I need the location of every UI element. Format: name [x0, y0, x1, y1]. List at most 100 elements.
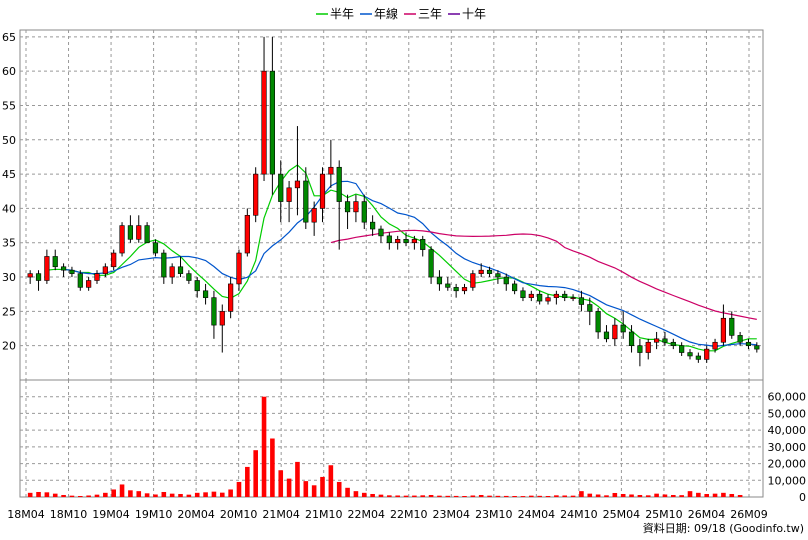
volume-tick-label: 60,000 — [768, 391, 807, 404]
price-tick-label: 30 — [2, 271, 16, 284]
x-tick-label: 22M04 — [347, 508, 385, 521]
volume-bar — [144, 493, 150, 497]
candle-body — [353, 201, 359, 213]
candle — [311, 201, 317, 236]
candle-body — [177, 266, 184, 274]
candle-body — [695, 355, 701, 360]
x-tick-label: 19M04 — [92, 508, 130, 521]
candle-body — [236, 252, 242, 285]
candle-body — [453, 287, 459, 292]
candle-body — [169, 266, 175, 278]
x-tick-label: 22M10 — [390, 508, 428, 521]
candle — [420, 235, 426, 257]
candle — [603, 325, 610, 343]
candle-body — [311, 208, 317, 223]
price-tick-label: 40 — [2, 202, 16, 215]
volume-bar — [645, 495, 651, 497]
candle-body — [102, 266, 108, 274]
candle — [754, 342, 760, 353]
candle — [695, 352, 701, 363]
candle-body — [620, 324, 626, 333]
volume-bar — [671, 494, 676, 497]
candle-body — [612, 324, 618, 340]
candle-body — [261, 70, 267, 175]
candle — [361, 194, 367, 230]
candle-body — [553, 293, 559, 298]
candle — [545, 294, 551, 305]
candle — [211, 290, 217, 339]
ma-three-year-line — [330, 229, 757, 320]
candle — [628, 325, 635, 353]
volume-bar — [336, 481, 342, 497]
volume-bar — [161, 491, 167, 497]
candle-body — [737, 335, 743, 343]
candle-body — [562, 293, 568, 298]
candle-body — [344, 201, 351, 213]
volume-bar — [662, 494, 668, 497]
candle — [219, 304, 225, 353]
volume-bar — [387, 495, 392, 497]
candle — [403, 232, 409, 247]
volume-grid — [20, 396, 763, 481]
x-tick-label: 19M10 — [135, 508, 173, 521]
volume-bar — [44, 492, 50, 497]
volume-bar — [554, 495, 559, 497]
candle-body — [712, 341, 718, 350]
candle-body — [403, 239, 409, 244]
candle-body — [512, 283, 518, 292]
candle — [386, 232, 392, 250]
candle-body — [35, 273, 42, 281]
candle-body — [370, 221, 376, 230]
candle — [495, 270, 501, 284]
volume-bar — [704, 493, 710, 497]
volume-bar — [612, 492, 618, 497]
candle-body — [161, 252, 167, 278]
x-tick-label: 25M10 — [645, 508, 683, 521]
volume-bar — [495, 495, 501, 497]
volume-bar — [211, 491, 217, 497]
candle-body — [211, 297, 217, 326]
candle — [44, 249, 50, 284]
ma-half-year-line — [46, 164, 757, 352]
price-tick-label: 25 — [2, 305, 16, 318]
volume-bar — [52, 493, 58, 497]
candle-body — [461, 287, 468, 292]
volume-bar — [119, 484, 125, 497]
volume-bar — [729, 493, 735, 497]
candle — [353, 194, 359, 223]
candle — [136, 215, 142, 243]
volume-bar — [712, 493, 718, 497]
candle — [503, 273, 509, 291]
volume-bar — [412, 495, 417, 497]
candle — [612, 318, 618, 346]
volume-bar — [445, 495, 451, 497]
candle — [294, 126, 301, 216]
candle — [578, 290, 585, 312]
volume-bar — [629, 494, 634, 497]
candle — [712, 338, 718, 353]
legend-label-1: 年線 — [374, 6, 398, 21]
volume-bar — [36, 491, 41, 497]
x-tick-label: 20M04 — [177, 508, 215, 521]
volume-bar — [378, 494, 384, 497]
candle — [253, 167, 259, 223]
candle-body — [729, 317, 735, 336]
candle — [303, 167, 309, 230]
candle-body — [578, 297, 585, 305]
candle-body — [570, 297, 576, 299]
candle — [177, 256, 184, 278]
volume-bar — [228, 489, 233, 497]
candle — [202, 283, 209, 305]
data-date-footer: 資料日期: 09/18 (Goodinfo.tw) — [643, 521, 804, 535]
price-tick-label: 55 — [2, 99, 16, 112]
volume-bar — [721, 492, 726, 497]
volume-bar — [420, 495, 426, 497]
candle-body — [428, 249, 434, 278]
volume-bar — [86, 495, 91, 497]
candle — [553, 290, 559, 305]
candle-body — [44, 256, 50, 281]
candle-body — [745, 341, 752, 346]
candle-body — [528, 293, 534, 298]
volume-bar — [153, 494, 158, 497]
volume-bar — [478, 494, 484, 497]
